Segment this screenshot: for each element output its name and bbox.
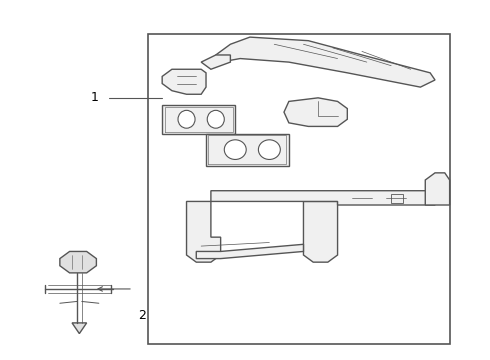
Text: 2: 2 [138,309,146,322]
Ellipse shape [224,140,246,159]
Bar [147,33,450,344]
Polygon shape [187,202,220,262]
Polygon shape [60,251,97,273]
Polygon shape [425,173,450,205]
Polygon shape [284,98,347,126]
Bar [391,194,403,203]
Ellipse shape [178,111,195,128]
Ellipse shape [207,111,224,128]
Polygon shape [162,69,206,94]
Text: 1: 1 [91,91,99,104]
Polygon shape [211,191,435,205]
Polygon shape [303,202,338,262]
Polygon shape [162,105,235,134]
Polygon shape [216,37,435,87]
Polygon shape [196,244,303,258]
Ellipse shape [258,140,280,159]
Polygon shape [201,55,230,69]
Polygon shape [72,323,87,334]
Polygon shape [206,134,289,166]
